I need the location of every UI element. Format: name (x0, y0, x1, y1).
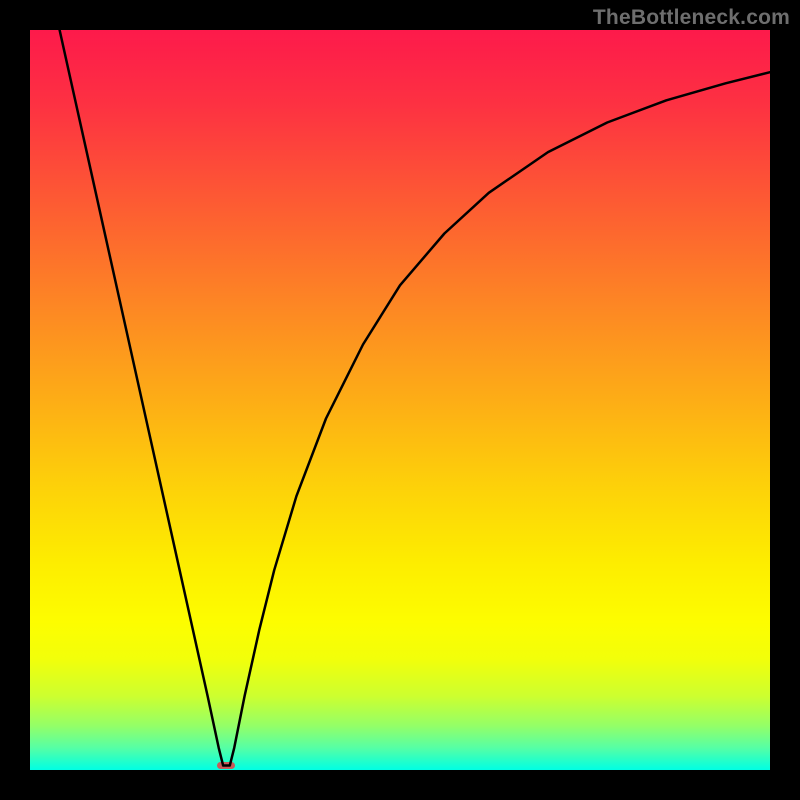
min-marker (217, 762, 235, 769)
chart-plot-area (30, 30, 770, 770)
watermark-text: TheBottleneck.com (593, 6, 790, 30)
chart-container: TheBottleneck.com (0, 0, 800, 800)
chart-border-bottom (0, 770, 800, 800)
chart-border-right (770, 0, 800, 800)
chart-border-left (0, 0, 30, 800)
